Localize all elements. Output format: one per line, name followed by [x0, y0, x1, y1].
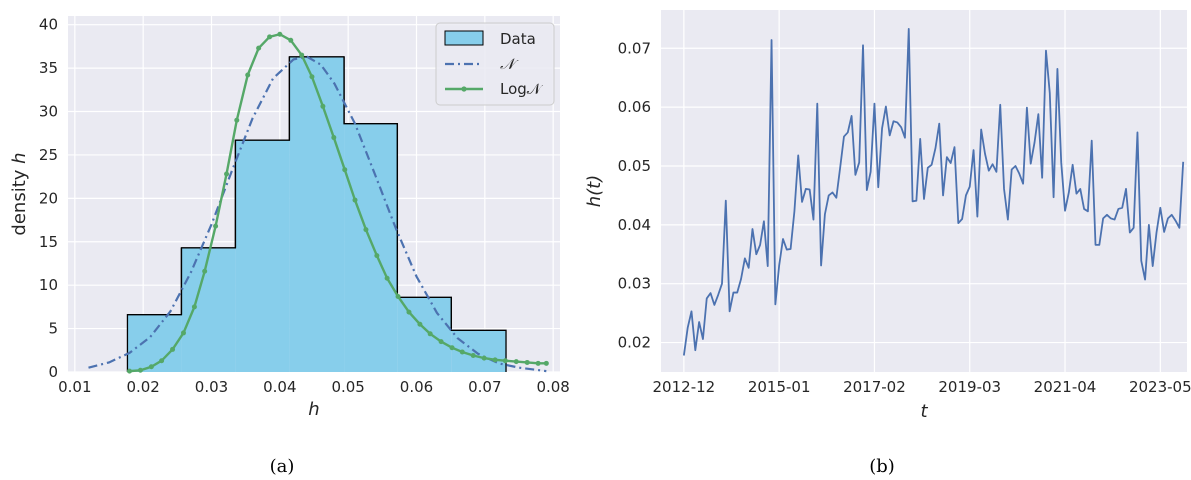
- xtick-label: 0.06: [400, 378, 433, 396]
- ytick-label: 40: [39, 16, 58, 34]
- lognormal-point: [299, 52, 305, 58]
- ytick-label: 0.03: [618, 275, 651, 293]
- lognormal-point: [492, 357, 498, 363]
- legend-swatch-data: [444, 30, 484, 46]
- legend-label-normal: 𝒩: [500, 55, 519, 73]
- lognormal-point: [320, 103, 326, 109]
- ytick-label: 0.06: [618, 98, 651, 116]
- caption-b: (b): [869, 456, 895, 477]
- lognormal-point: [384, 275, 390, 281]
- ytick-label: 35: [39, 59, 58, 77]
- lognormal-point: [374, 253, 380, 259]
- lognormal-point: [267, 34, 273, 40]
- lognormal-point: [256, 45, 262, 51]
- lognormal-point: [148, 364, 154, 370]
- h-t-line: [682, 27, 1185, 356]
- lognormal-point: [459, 349, 465, 355]
- lognormal-point: [449, 345, 455, 351]
- ytick-label: 0.07: [618, 39, 651, 57]
- xlabel-b: t: [920, 401, 928, 422]
- lognormal-point: [180, 330, 186, 336]
- ytick-label: 20: [39, 189, 58, 207]
- lognormal-point: [224, 171, 230, 177]
- lognormal-fit-line: [129, 32, 547, 373]
- ytick-label: 0.02: [618, 334, 651, 352]
- ticks-b: 2012-12 2015-01 2017-02 2019-03 2021-04 2023-…: [618, 39, 1191, 396]
- lognormal-point: [395, 293, 401, 299]
- ylabel-a-text: density: [9, 164, 30, 236]
- histogram-bars: [126, 56, 507, 373]
- lognormal-point: [288, 37, 294, 43]
- lognormal-point: [481, 355, 487, 361]
- lognormal-point: [202, 268, 208, 274]
- ticks-a: 0.01 0.02 0.03 0.04 0.05 0.06 0.07 0.08 0 5 10 15 20…: [39, 16, 570, 396]
- lognormal-point: [191, 304, 197, 310]
- lognormal-fit-markers: [127, 31, 549, 374]
- lognormal-point: [352, 197, 358, 203]
- xlabel-a: h: [308, 399, 319, 420]
- timeseries-panel: 2012-12 2015-01 2017-02 2019-03 2021-04 2023-…: [584, 10, 1191, 477]
- histogram-bar: [344, 123, 398, 372]
- lognormal-point: [543, 360, 549, 366]
- ytick-label: 0.05: [618, 157, 651, 175]
- lognormal-point: [331, 135, 337, 141]
- lognormal-point: [213, 223, 219, 229]
- lognormal-point: [127, 368, 132, 374]
- xtick-label: 2012-12: [653, 378, 716, 396]
- lognormal-point: [502, 358, 508, 364]
- legend: Data 𝒩 Log𝒩: [435, 22, 555, 106]
- xtick-label: 0.02: [126, 378, 159, 396]
- lognormal-point: [277, 31, 283, 37]
- xtick-label: 2015-01: [748, 378, 811, 396]
- lognormal-point: [535, 360, 541, 366]
- xtick-label: 0.05: [331, 378, 364, 396]
- ytick-label: 10: [39, 276, 58, 294]
- lognormal-point: [470, 353, 476, 359]
- normal-fit-line: [88, 55, 547, 373]
- xtick-label: 0.07: [468, 378, 501, 396]
- legend-marker-lognormal: [461, 86, 467, 92]
- lognormal-point: [342, 167, 348, 173]
- legend-label-data: Data: [500, 30, 536, 48]
- ytick-label: 5: [48, 320, 58, 338]
- ylabel-a-var: h: [9, 152, 30, 163]
- lognormal-point: [309, 74, 315, 80]
- xtick-label: 2017-02: [843, 378, 906, 396]
- lognormal-point: [406, 309, 412, 315]
- lognormal-point: [363, 227, 369, 233]
- xtick-label: 2021-04: [1034, 378, 1097, 396]
- histogram-bar: [127, 314, 182, 372]
- histogram-bar: [235, 140, 290, 372]
- ytick-label: 0.04: [618, 216, 651, 234]
- lognormal-point: [417, 321, 423, 327]
- xtick-label: 0.04: [263, 378, 296, 396]
- caption-a: (a): [270, 456, 295, 477]
- lognormal-point: [438, 339, 444, 345]
- xtick-label: 2023-05: [1129, 378, 1191, 396]
- ytick-label: 0: [48, 363, 58, 381]
- histogram-panel: 0.01 0.02 0.03 0.04 0.05 0.06 0.07 0.08 0 5 10 15 20…: [9, 16, 570, 477]
- histogram-bar: [181, 247, 236, 372]
- lognormal-point: [234, 117, 240, 123]
- lognormal-point: [170, 346, 176, 352]
- ylabel-b: h(t): [584, 175, 605, 208]
- lognormal-point: [524, 359, 530, 365]
- ytick-label: 15: [39, 233, 58, 251]
- xtick-label: 0.01: [58, 378, 91, 396]
- lognormal-point: [137, 367, 143, 373]
- lognormal-point: [513, 359, 519, 365]
- legend-label-lognormal: Log𝒩: [500, 80, 544, 98]
- histogram-bar: [289, 56, 345, 373]
- ytick-label: 30: [39, 103, 58, 121]
- lognormal-point: [159, 358, 165, 364]
- ytick-label: 25: [39, 146, 58, 164]
- grid-b: [661, 10, 1187, 372]
- xtick-label: 0.08: [536, 378, 569, 396]
- xtick-label: 0.03: [195, 378, 228, 396]
- ylabel-a: density h: [9, 152, 30, 235]
- xtick-label: 2019-03: [938, 378, 1001, 396]
- lognormal-point: [245, 72, 251, 78]
- lognormal-point: [427, 331, 433, 337]
